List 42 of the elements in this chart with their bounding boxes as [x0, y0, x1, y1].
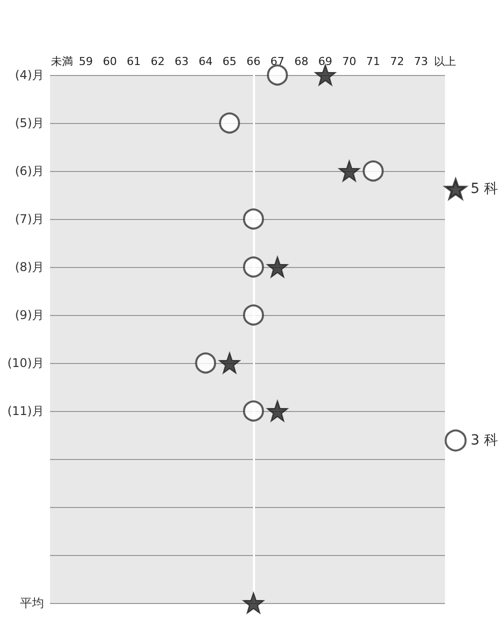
x-tick-label: 67 — [270, 55, 284, 68]
x-tick-label: 70 — [342, 55, 356, 68]
point — [243, 304, 264, 326]
point — [243, 208, 264, 230]
legend-label: 3 科 — [470, 432, 498, 449]
point — [195, 352, 216, 374]
x-tick-label: 64 — [198, 55, 213, 68]
point — [243, 400, 264, 422]
legend-label: 5 科 — [470, 181, 498, 197]
x-tick-label: 66 — [246, 55, 260, 68]
x-tick-label: 以上 — [434, 55, 456, 68]
x-tick-label: 61 — [126, 55, 141, 68]
y-tick-label: (5)月 — [15, 116, 44, 130]
x-tick-label: 未満 — [50, 55, 73, 68]
point — [219, 112, 240, 134]
y-tick-label: (4)月 — [15, 68, 44, 82]
point — [218, 352, 240, 374]
x-tick-label: 60 — [102, 55, 117, 68]
point — [362, 160, 384, 182]
y-tick-label: (11)月 — [7, 404, 44, 418]
x-tick-label: 73 — [414, 55, 428, 68]
y-tick-label: (8)月 — [15, 260, 44, 274]
x-tick-label: 63 — [174, 55, 189, 68]
point — [266, 400, 288, 422]
x-tick-label: 65 — [222, 55, 237, 68]
x-tick-label: 72 — [390, 55, 404, 68]
point — [266, 64, 288, 86]
point — [242, 592, 264, 614]
x-tick-label: 71 — [366, 55, 380, 68]
x-tick-label: 68 — [294, 55, 308, 68]
point — [243, 256, 264, 278]
y-tick-label: 平均 — [20, 596, 44, 610]
point — [266, 256, 288, 278]
x-tick-label: 59 — [78, 55, 93, 68]
y-tick-label: (7)月 — [15, 212, 44, 226]
x-tick-label: 69 — [318, 55, 332, 68]
y-tick-label: (9)月 — [15, 308, 44, 322]
point — [338, 160, 360, 182]
point — [314, 64, 336, 86]
y-tick-label: (10)月 — [7, 356, 44, 370]
x-tick-label: 62 — [150, 55, 165, 68]
y-tick-label: (6)月 — [15, 164, 44, 178]
